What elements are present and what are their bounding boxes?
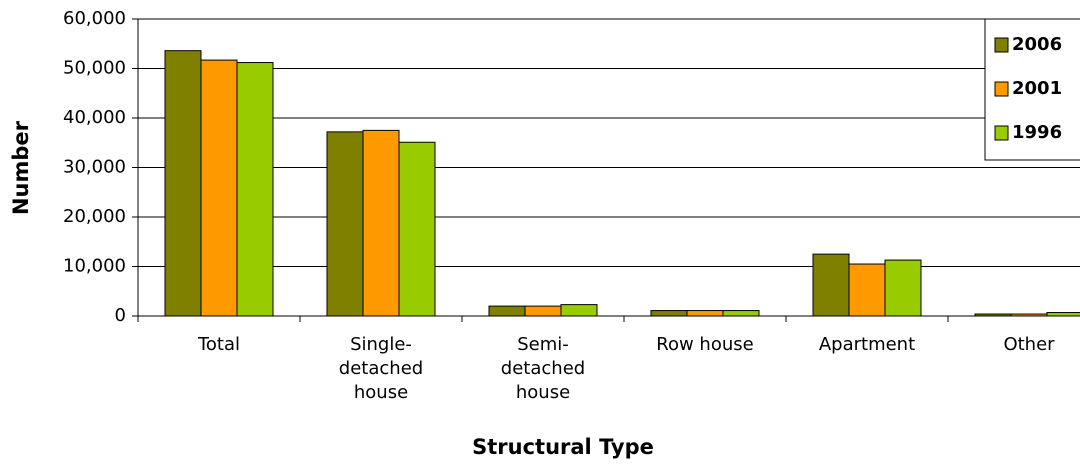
bar — [848, 263, 886, 317]
bar — [488, 305, 526, 317]
x-tick-label: Other — [1003, 334, 1055, 355]
bar — [362, 129, 400, 317]
bar — [1010, 313, 1048, 317]
y-axis-title: Number — [9, 120, 33, 215]
y-tick-label: 30,000 — [63, 157, 126, 178]
y-tick-label: 20,000 — [63, 206, 126, 227]
legend-swatch — [994, 37, 1009, 53]
bar — [974, 313, 1012, 317]
y-tick-label: 0 — [115, 305, 126, 326]
x-tick-label: Row house — [656, 334, 754, 355]
bar — [1046, 312, 1080, 317]
legend-swatch — [994, 81, 1009, 97]
bar — [524, 305, 562, 317]
bar — [686, 310, 724, 317]
x-tick-label: Semi-detached house — [500, 334, 586, 403]
bar — [398, 141, 436, 317]
x-tick-label: Total — [197, 334, 241, 355]
y-tick-label: 60,000 — [63, 8, 126, 29]
bar — [722, 310, 760, 317]
bar — [200, 59, 238, 317]
bar — [650, 310, 688, 317]
y-tick-label: 10,000 — [63, 256, 126, 277]
x-axis-title: Structural Type — [472, 435, 654, 459]
legend-label: 2001 — [1012, 78, 1062, 99]
y-tick-label: 40,000 — [63, 107, 126, 128]
bar — [164, 50, 202, 317]
legend-label: 1996 — [1012, 122, 1062, 143]
y-tick-label: 50,000 — [63, 58, 126, 79]
legend-label: 2006 — [1012, 34, 1062, 55]
bar — [236, 62, 274, 317]
x-tick-label: Apartment — [818, 334, 916, 355]
x-tick-label: Single-detached house — [338, 334, 424, 403]
bar — [560, 304, 598, 317]
bar — [812, 253, 850, 317]
legend-swatch — [994, 125, 1009, 141]
bar — [884, 259, 922, 317]
bar — [326, 131, 364, 317]
